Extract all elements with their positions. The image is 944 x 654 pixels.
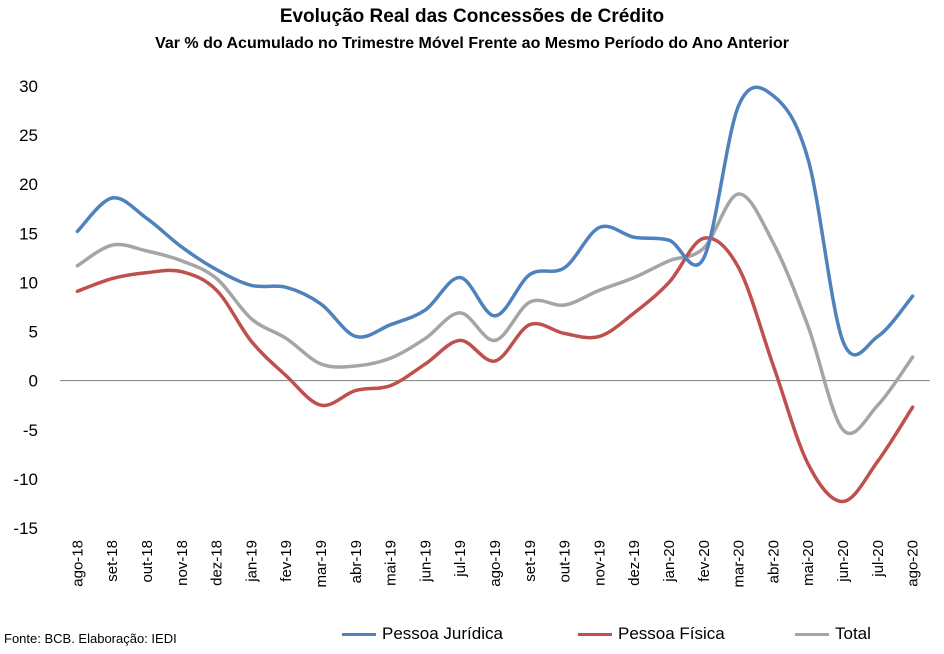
series-line-pessoa-fisica (75, 236, 915, 504)
y-tick-label: -5 (23, 421, 38, 440)
x-tick-label: ago-18 (69, 540, 86, 587)
y-tick-label: 15 (19, 224, 38, 243)
source-note: Fonte: BCB. Elaboração: IEDI (4, 631, 177, 646)
x-tick-label: jan-20 (661, 540, 678, 583)
series-line-total (75, 192, 915, 435)
y-tick-label: 20 (19, 175, 38, 194)
x-tick-label: jul-19 (452, 540, 469, 578)
legend-swatch-total (795, 632, 829, 636)
x-tick-label: ago-19 (487, 540, 504, 587)
chart-subtitle: Var % do Acumulado no Trimestre Móvel Fr… (155, 35, 789, 52)
chart-title: Evolução Real das Concessões de Crédito (279, 6, 665, 27)
x-tick-label: mai-20 (800, 540, 817, 586)
x-tick-label: fev-20 (696, 540, 713, 582)
x-tick-label: abr-19 (348, 540, 365, 583)
legend-item-total: Total (795, 624, 871, 644)
y-tick-label: -10 (13, 470, 38, 489)
x-tick-label: nov-19 (591, 540, 608, 586)
x-tick-label: ago-20 (905, 540, 922, 587)
y-tick-label: 0 (29, 372, 38, 391)
legend-item-pj: Pessoa Jurídica (342, 624, 503, 644)
x-tick-label: out-18 (139, 540, 156, 583)
legend-swatch-pf (578, 632, 612, 636)
y-tick-label: 10 (19, 273, 38, 292)
x-tick-label: dez-19 (626, 540, 643, 586)
x-tick-label: mai-19 (383, 540, 400, 586)
x-tick-label: set-19 (522, 540, 539, 582)
legend-item-pf: Pessoa Física (578, 624, 725, 644)
x-tick-label: dez-18 (209, 540, 226, 586)
y-tick-label: 30 (19, 77, 38, 96)
legend-swatch-pj (342, 632, 376, 636)
y-tick-label: 5 (29, 323, 38, 342)
x-tick-label: abr-20 (765, 540, 782, 583)
x-tick-label: jul-20 (870, 540, 887, 578)
legend-label-pf: Pessoa Física (618, 624, 725, 643)
x-tick-label: set-18 (104, 540, 121, 582)
y-tick-label: -15 (13, 519, 38, 538)
x-tick-label: jun-20 (835, 540, 852, 583)
y-tick-label: 25 (19, 126, 38, 145)
x-tick-label: jan-19 (243, 540, 260, 583)
x-tick-label: mar-20 (731, 540, 748, 588)
x-tick-label: fev-19 (278, 540, 295, 582)
x-tick-label: jun-19 (417, 540, 434, 583)
x-tick-label: nov-18 (174, 540, 191, 586)
legend-label-pj: Pessoa Jurídica (382, 624, 503, 643)
series-line-pessoa-juridica (75, 85, 915, 357)
x-tick-label: mar-19 (313, 540, 330, 588)
legend-label-total: Total (835, 624, 871, 643)
x-tick-label: out-19 (557, 540, 574, 583)
